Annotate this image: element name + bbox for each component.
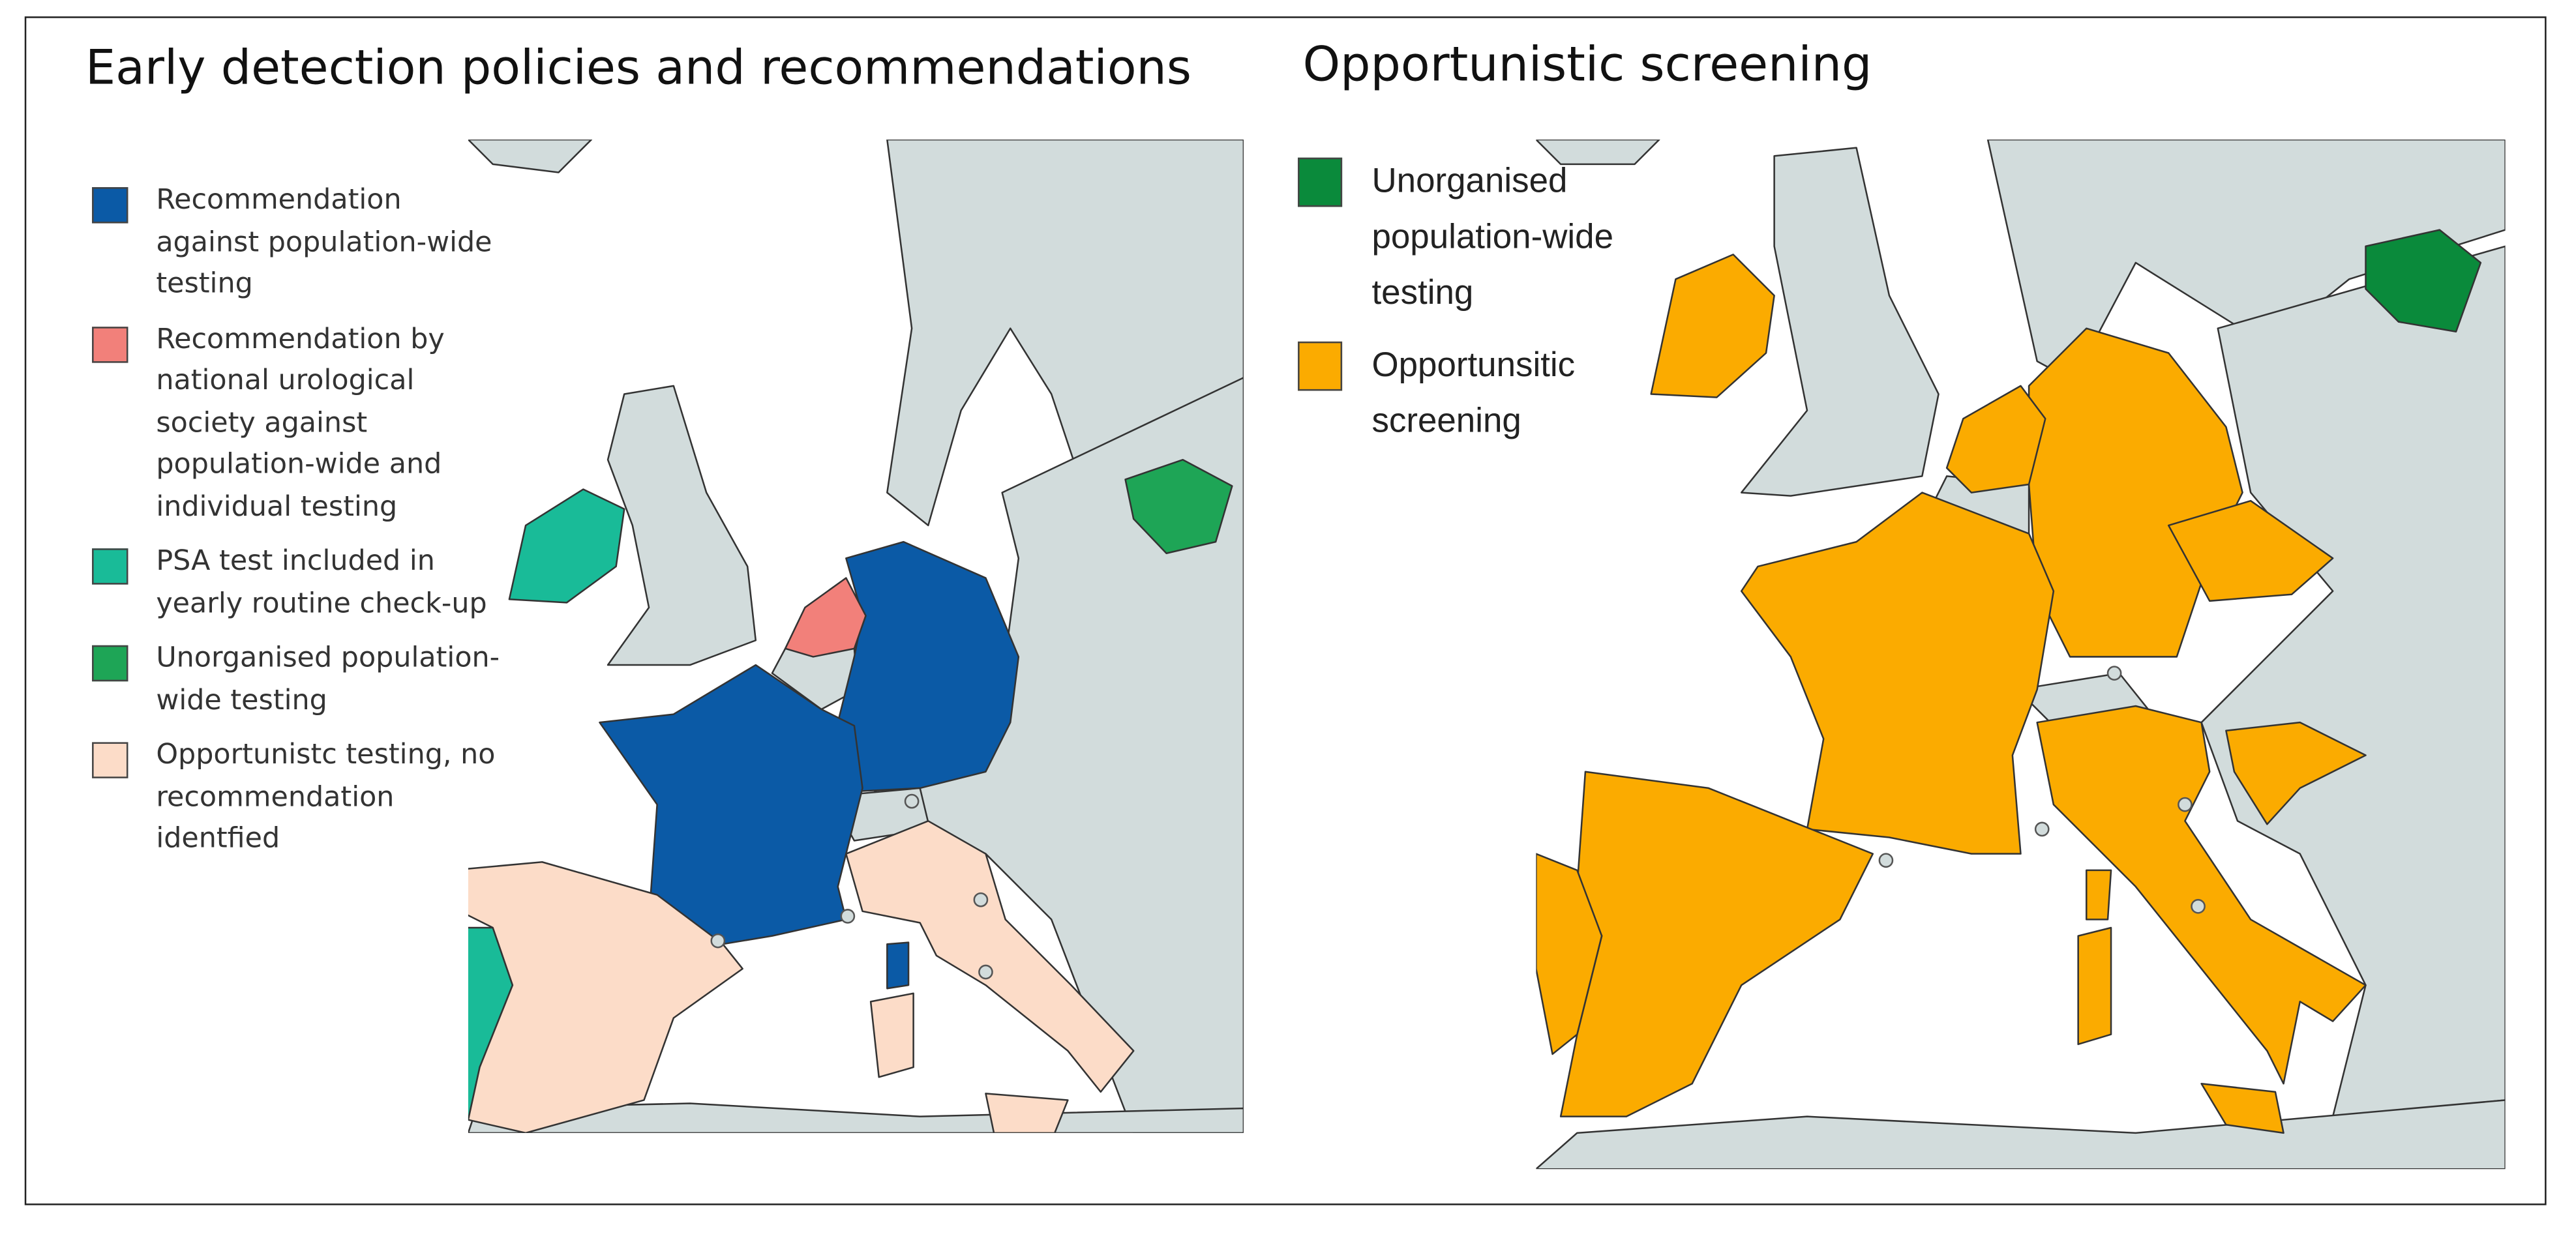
legend-item: Unorganised population-wide testing bbox=[92, 639, 503, 722]
city-marker bbox=[710, 933, 726, 949]
country bbox=[837, 540, 1020, 793]
legend-label: Recommendation by national urological so… bbox=[156, 322, 445, 523]
legend: Unorganised population-wide testing Oppor… bbox=[1298, 155, 1651, 450]
legend-item: PSA test included in yearly routine chec… bbox=[92, 542, 503, 625]
legend-label: Unorganised population-wide testing bbox=[156, 641, 500, 717]
city-marker bbox=[840, 909, 856, 924]
city-marker bbox=[2178, 797, 2193, 812]
country bbox=[1536, 853, 1603, 1055]
country bbox=[2028, 327, 2243, 658]
legend-item: Unorganised population-wide testing bbox=[1298, 155, 1651, 322]
legend-swatch bbox=[92, 187, 128, 224]
legend-swatch bbox=[1298, 341, 1343, 391]
country bbox=[845, 820, 1135, 1093]
legend-label: Recommendation against population-wide t… bbox=[156, 184, 492, 301]
country bbox=[1536, 1099, 2506, 1170]
country bbox=[1124, 458, 1233, 555]
country bbox=[1740, 147, 1939, 497]
city-marker bbox=[978, 964, 993, 980]
legend-label: Opportunistc testing, no recommendation … bbox=[156, 739, 496, 856]
country bbox=[607, 385, 757, 666]
country bbox=[985, 1093, 1069, 1133]
country bbox=[508, 488, 625, 604]
city-marker bbox=[2106, 666, 2122, 681]
city-marker bbox=[904, 793, 920, 809]
panel-title: Opportunistic screening bbox=[1302, 36, 1872, 93]
legend-label: PSA test included in yearly routine chec… bbox=[156, 545, 487, 620]
legend-swatch bbox=[92, 742, 128, 778]
country bbox=[2365, 229, 2482, 333]
country bbox=[2200, 1083, 2284, 1134]
country bbox=[1945, 385, 2046, 494]
country bbox=[2077, 926, 2112, 1046]
country bbox=[2036, 705, 2367, 1085]
map-right bbox=[1536, 140, 2506, 1170]
country bbox=[1740, 492, 2055, 855]
legend-swatch bbox=[1298, 157, 1343, 207]
city-marker bbox=[2034, 821, 2050, 837]
country bbox=[468, 861, 743, 1133]
frame bbox=[24, 16, 2547, 1205]
city-marker bbox=[973, 892, 989, 907]
legend-swatch bbox=[92, 325, 128, 362]
legend-swatch bbox=[92, 548, 128, 585]
country bbox=[869, 992, 914, 1078]
country bbox=[468, 140, 593, 173]
legend-swatch bbox=[92, 645, 128, 682]
country bbox=[886, 941, 910, 990]
country bbox=[2085, 869, 2112, 921]
legend-item: Recommendation against population-wide t… bbox=[92, 181, 503, 306]
country bbox=[599, 664, 863, 945]
panel-title: Early detection policies and recommendat… bbox=[85, 39, 1191, 96]
legend-label: Unorganised population-wide testing bbox=[1371, 162, 1614, 312]
legend: Recommendation against population-wide t… bbox=[92, 181, 503, 861]
country bbox=[1536, 140, 1660, 166]
country bbox=[2225, 721, 2367, 825]
country bbox=[2167, 499, 2334, 602]
legend-item: Opportunsitic screening bbox=[1298, 338, 1651, 450]
legend-label: Opportunsitic screening bbox=[1371, 346, 1576, 440]
country bbox=[784, 577, 867, 658]
city-marker bbox=[1878, 853, 1894, 868]
country bbox=[1650, 254, 1775, 398]
legend-item: Recommendation by national urological so… bbox=[92, 319, 503, 529]
city-marker bbox=[2191, 898, 2206, 914]
map-left bbox=[468, 140, 1244, 1133]
legend-item: Opportunistc testing, no recommendation … bbox=[92, 735, 503, 861]
